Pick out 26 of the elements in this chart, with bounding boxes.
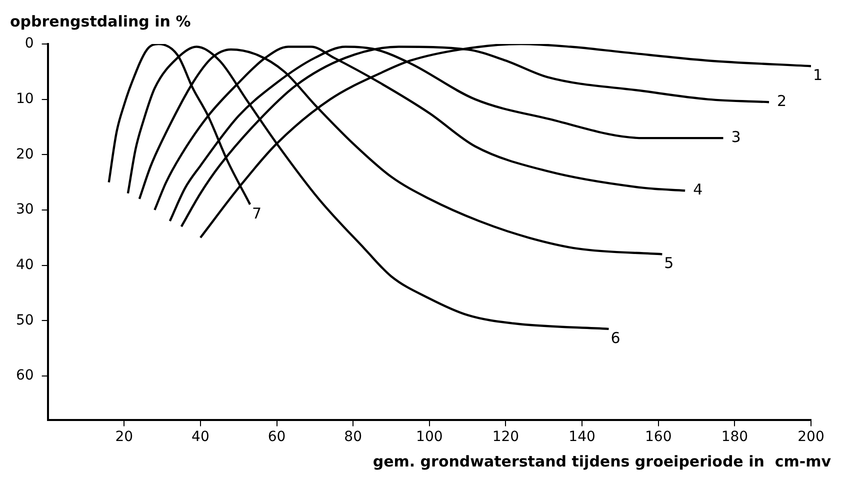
x-tick-label: 140 xyxy=(568,429,596,446)
x-tick-label: 40 xyxy=(192,429,210,446)
x-tick-label: 180 xyxy=(721,429,748,446)
y-tick-label: 0 xyxy=(24,36,34,52)
y-tick-label: 40 xyxy=(16,256,34,273)
y-tick-label: 20 xyxy=(16,146,34,162)
series-label: 7 xyxy=(252,204,262,222)
series-label: 5 xyxy=(664,254,674,272)
y-tick-label: 30 xyxy=(16,202,34,218)
series-label: 6 xyxy=(610,328,620,347)
series-label: 2 xyxy=(777,92,787,110)
y-tick-label: 60 xyxy=(16,368,34,384)
series-label: 1 xyxy=(813,66,823,84)
series-label: 3 xyxy=(731,128,741,146)
x-axis-title: gem. grondwaterstand tijdens groeiperiode in cm-mv xyxy=(372,452,832,470)
x-tick-label: 80 xyxy=(344,429,362,446)
y-axis-title: opbrengstdaling in % xyxy=(10,12,191,30)
x-tick-label: 160 xyxy=(644,429,672,446)
y-tick-label: 10 xyxy=(16,90,34,107)
x-tick-label: 60 xyxy=(268,429,286,446)
series-label: 4 xyxy=(693,180,703,198)
x-tick-label: 120 xyxy=(492,429,520,446)
x-tick-label: 200 xyxy=(798,429,824,446)
x-tick-label: 20 xyxy=(115,429,134,446)
y-tick-label: 50 xyxy=(16,312,34,328)
x-tick-label: 100 xyxy=(416,429,443,446)
